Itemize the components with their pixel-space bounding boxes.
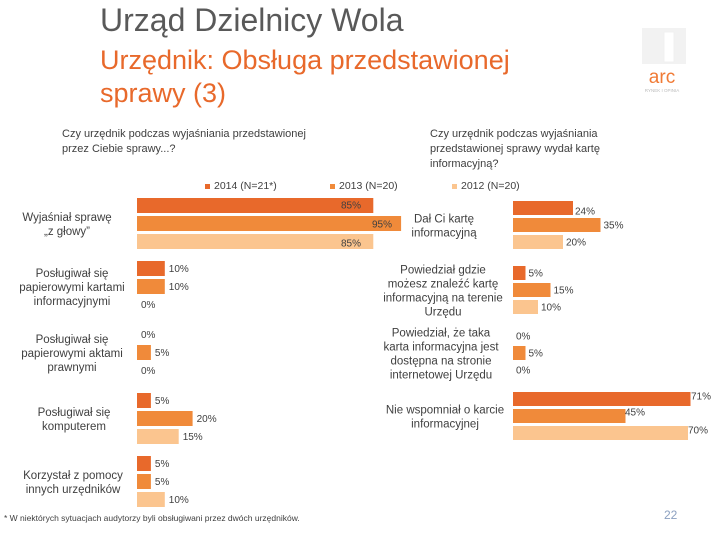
left-data-label-5-2014: 5%: [155, 459, 170, 470]
left-data-label-3-2014: 0%: [141, 330, 156, 341]
right-data-label-1-2014: 24%: [575, 207, 595, 218]
left-category-label-3: Posługiwał się papierowymi aktami prawnymi: [21, 334, 123, 374]
legend-2013: 2013 (N=20): [330, 180, 398, 192]
left-data-label-2-2012: 0%: [141, 300, 156, 311]
logo-subtext: RYNEK I OPINIA: [645, 88, 679, 93]
left-data-label-1-2013: 95%: [372, 220, 392, 231]
left-bar-1-2013: [137, 216, 402, 231]
right-bar-1-2013: [513, 218, 601, 232]
footnote: * W niektórych sytuacjach audytorzy byli…: [4, 513, 300, 523]
left-bar-1-2012: [137, 234, 374, 249]
left-bar-5-2014: [137, 456, 151, 471]
right-bar-1-2012: [513, 235, 563, 249]
arc-logo: arc RYNEK I OPINIA: [642, 28, 686, 93]
left-bar-5-2012: [137, 492, 165, 507]
left-data-label-2-2013: 10%: [169, 282, 189, 293]
left-data-label-4-2013: 20%: [197, 414, 217, 425]
question-left: Czy urzędnik podczas wyjaśniania przedst…: [62, 128, 306, 155]
right-data-label-2-2013: 15%: [554, 286, 574, 297]
left-bar-4-2014: [137, 393, 151, 408]
logo-text: arc: [649, 67, 675, 88]
left-bar-1-2014: [137, 198, 374, 213]
page-title: Urząd Dzielnicy Wola: [100, 2, 404, 38]
right-data-label-2-2012: 10%: [541, 303, 561, 314]
left-bar-2-2013: [137, 279, 165, 294]
legend-label-2014: 2014 (N=21*): [214, 180, 277, 192]
right-category-label-4: Nie wspomniał o karcie informacyjnej: [386, 405, 504, 431]
left-bar-2-2014: [137, 261, 165, 276]
right-category-label-2: Powiedział gdzie możesz znaleźć kartę info…: [383, 265, 503, 319]
left-data-label-4-2014: 5%: [155, 396, 170, 407]
left-data-label-3-2012: 0%: [141, 366, 156, 377]
right-category-label-3: Powiedział, że taka karta informacyjna je…: [383, 328, 499, 382]
left-category-label-2: Posługiwał się papierowymi kartami informa…: [19, 268, 124, 308]
right-bar-2-2014: [513, 266, 526, 280]
legend-label-2013: 2013 (N=20): [339, 180, 398, 192]
left-category-label-5: Korzystał z pomocy innych urzędników: [23, 470, 123, 496]
page-subtitle: Urzędnik: Obsługa przedstawionej sprawy …: [100, 45, 510, 108]
right-data-label-4-2014: 71%: [691, 392, 711, 403]
right-data-label-1-2013: 35%: [604, 221, 624, 232]
legend-swatch-2012: [452, 183, 457, 189]
right-bar-2-2013: [513, 283, 551, 297]
left-data-label-4-2012: 15%: [183, 432, 203, 443]
left-data-label-3-2013: 5%: [155, 348, 170, 359]
right-bar-4-2014: [513, 392, 691, 406]
page-number: 22: [664, 508, 678, 522]
left-category-label-1: Wyjaśniał sprawę „z głowy”: [22, 212, 111, 238]
right-bar-4-2012: [513, 426, 688, 440]
legend-swatch-2013: [330, 183, 335, 189]
legend-swatch-2014: [205, 183, 210, 189]
left-category-label-4: Posługiwał się komputerem: [38, 407, 111, 433]
legend-label-2012: 2012 (N=20): [461, 180, 520, 192]
right-category-label-1: Dał Ci kartę informacyjną: [411, 214, 477, 240]
left-bar-4-2013: [137, 411, 193, 426]
left-bar-5-2013: [137, 474, 151, 489]
left-bar-4-2012: [137, 429, 179, 444]
left-data-label-2-2014: 10%: [169, 264, 189, 275]
right-data-label-2-2014: 5%: [529, 269, 544, 280]
left-data-label-5-2013: 5%: [155, 477, 170, 488]
left-bar-3-2013: [137, 345, 151, 360]
right-data-label-3-2013: 5%: [529, 349, 544, 360]
left-data-label-5-2012: 10%: [169, 495, 189, 506]
right-bar-4-2013: [513, 409, 626, 423]
right-bar-3-2013: [513, 346, 526, 360]
legend-2014: 2014 (N=21*): [205, 180, 277, 192]
question-right: Czy urzędnik podczas wyjaśniania przedst…: [430, 128, 600, 170]
left-data-label-1-2014: 85%: [341, 201, 361, 212]
right-data-label-4-2013: 45%: [625, 408, 645, 419]
legend-2012: 2012 (N=20): [452, 180, 520, 192]
right-data-label-1-2012: 20%: [566, 238, 586, 249]
logo-tower: [663, 31, 675, 63]
right-data-label-4-2012: 70%: [688, 426, 708, 437]
right-bar-2-2012: [513, 300, 538, 314]
right-data-label-3-2014: 0%: [516, 332, 531, 343]
right-bar-1-2014: [513, 201, 573, 215]
right-data-label-3-2012: 0%: [516, 366, 531, 377]
left-data-label-1-2012: 85%: [341, 239, 361, 250]
